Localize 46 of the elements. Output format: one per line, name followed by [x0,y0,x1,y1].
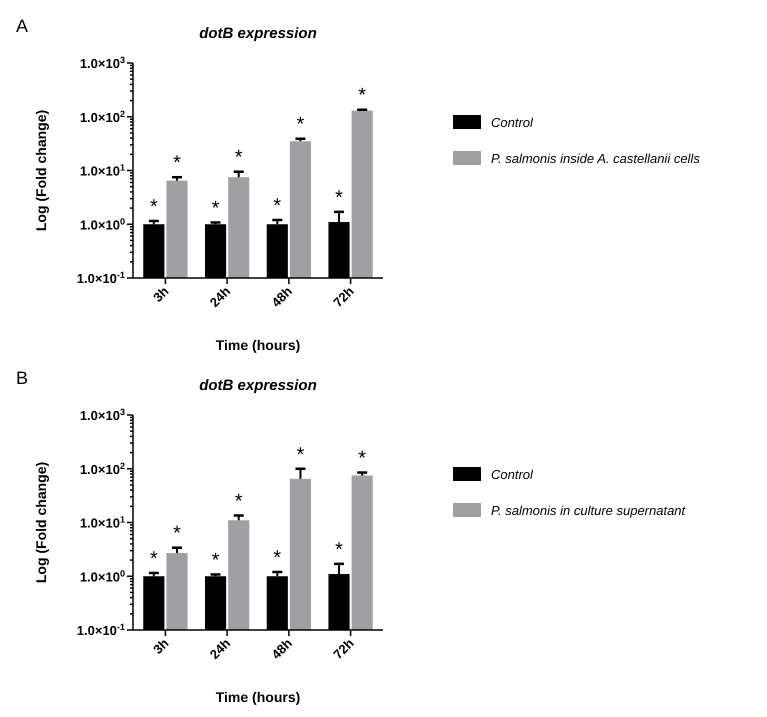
x-tick-label: 24h [206,635,234,662]
data-label: * [150,548,158,570]
x-tick-label: 3h [150,635,172,657]
y-tick-label: 1.0×10$^{1}$ [80,162,125,178]
data-label: * [273,194,282,217]
y-tick-label: 1.0×10$^{3}$ [80,55,125,71]
y-tick-label: 1.0×10$^{0}$ [80,216,125,232]
y-tick-label: 1.0×10$^{1}$ [80,514,125,530]
data-label: * [234,146,243,169]
x-tick-label: 48h [268,283,296,310]
legend-label: Control [491,467,534,482]
legend-label: Control [491,115,534,130]
y-tick-label: 1.0×10$^{-1}$ [76,622,125,638]
chart-title: dotB expression [199,25,317,42]
text: B [16,368,28,388]
data-label: * [173,522,182,545]
data-label: * [358,84,366,107]
x-tick-label: 72h [330,635,357,662]
y-tick-label: 1.0×10$^{-1}$ [76,270,125,286]
y-tick-label: 1.0×10$^{2}$ [80,460,125,477]
y-tick-label: 1.0×10$^{0}$ [80,568,125,584]
x-axis-title: Time (hours) [216,337,300,353]
x-tick-label: 3h [150,283,172,305]
chart-title: dotB expression [199,377,317,394]
x-tick-label: 24h [206,283,234,310]
data-label: * [296,444,305,466]
data-label: * [335,186,344,209]
y-tick-label: 1.0×10$^{3}$ [80,407,125,423]
data-label: * [150,196,158,218]
x-tick-label: 48h [268,635,296,662]
y-axis-title: Log (Fold change) [33,110,49,232]
data-label: * [358,448,366,470]
data-label: * [234,490,243,512]
data-label: * [173,152,182,174]
x-axis-title: Time (hours) [216,689,300,705]
y-tick-label: 1.0×10$^{2}$ [80,108,125,125]
data-label: * [335,538,344,561]
data-label: * [296,114,305,136]
legend-label: P. salmonis in culture supernatant [491,503,687,518]
data-label: * [212,549,220,572]
data-label: * [273,546,282,569]
y-axis-title: Log (Fold change) [33,462,49,584]
text: A [16,16,28,36]
legend-label: P. salmonis inside A. castellanii cells [491,151,700,166]
x-tick-label: 72h [330,283,357,310]
data-label: * [212,197,220,220]
